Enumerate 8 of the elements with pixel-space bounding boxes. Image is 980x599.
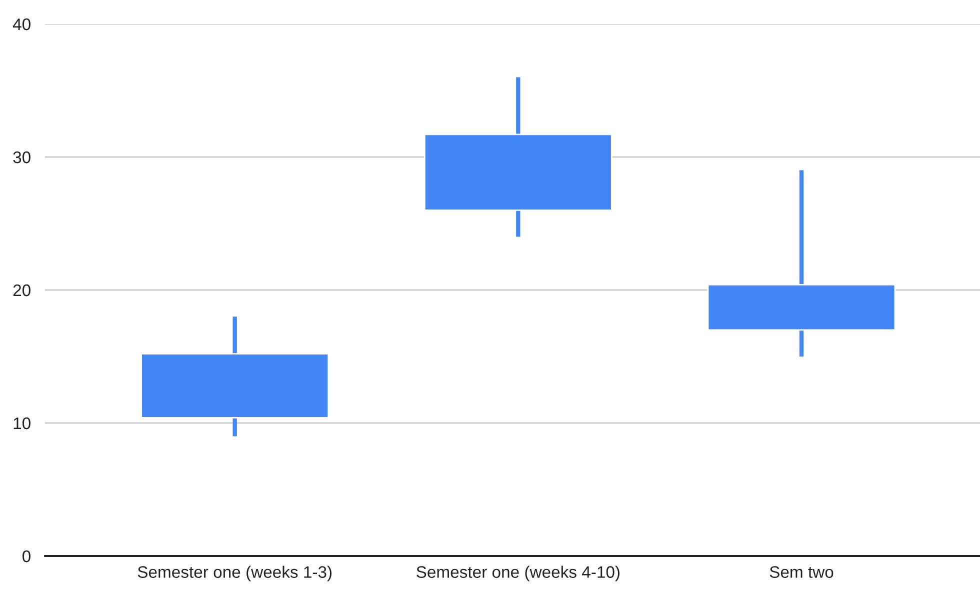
x-tick-label: Sem two <box>770 566 834 578</box>
y-tick-label: 0 <box>22 550 30 562</box>
y-tick-label: 20 <box>13 284 30 296</box>
y-tick-label: 10 <box>14 417 30 430</box>
x-tick-label: Semester one (weeks 4-10) <box>416 566 620 582</box>
y-tick-label: 30 <box>13 151 30 164</box>
x-tick-label: Semester one (weeks 1-3) <box>138 566 332 582</box>
y-tick-label: 40 <box>12 18 30 30</box>
